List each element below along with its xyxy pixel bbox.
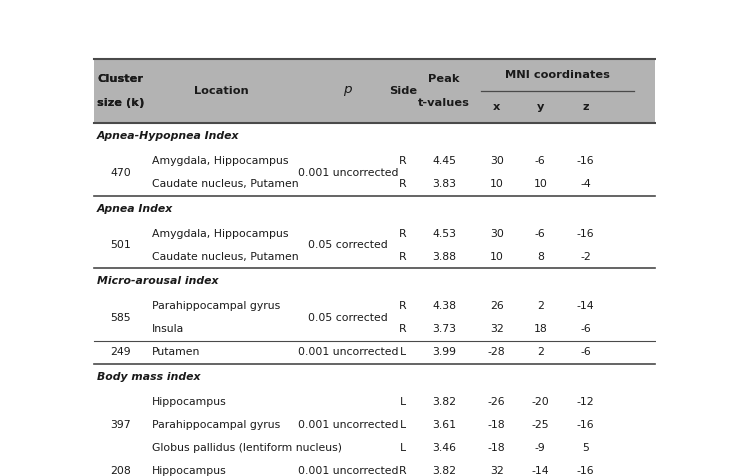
Text: -16: -16 bbox=[577, 156, 594, 166]
Text: -25: -25 bbox=[531, 420, 549, 430]
Text: -16: -16 bbox=[577, 466, 594, 476]
Text: 3.61: 3.61 bbox=[432, 420, 456, 430]
Text: 585: 585 bbox=[110, 313, 130, 323]
Bar bbox=[94, 59, 655, 123]
Text: 18: 18 bbox=[534, 324, 547, 334]
Text: Body mass index: Body mass index bbox=[97, 372, 200, 382]
Text: 8: 8 bbox=[537, 252, 544, 262]
Text: Side: Side bbox=[389, 86, 417, 96]
Text: Amygdala, Hippocampus: Amygdala, Hippocampus bbox=[152, 228, 289, 238]
Text: 26: 26 bbox=[490, 301, 504, 311]
Text: Cluster

size (κ): Cluster size (κ) bbox=[97, 74, 144, 108]
Text: -12: -12 bbox=[577, 397, 594, 407]
Text: -9: -9 bbox=[535, 443, 545, 453]
Text: Hippocampus: Hippocampus bbox=[152, 466, 227, 476]
Text: 3.46: 3.46 bbox=[432, 443, 456, 453]
Text: Amygdala, Hippocampus: Amygdala, Hippocampus bbox=[152, 156, 289, 166]
Text: 32: 32 bbox=[490, 324, 504, 334]
Text: 0.001 uncorrected: 0.001 uncorrected bbox=[298, 420, 399, 430]
Text: -20: -20 bbox=[531, 397, 549, 407]
Text: 3.99: 3.99 bbox=[432, 347, 456, 357]
Text: 3.82: 3.82 bbox=[432, 397, 456, 407]
Text: 2: 2 bbox=[537, 347, 544, 357]
Text: x: x bbox=[493, 102, 501, 112]
Text: -6: -6 bbox=[535, 228, 545, 238]
Text: -18: -18 bbox=[488, 420, 506, 430]
Text: 4.53: 4.53 bbox=[432, 228, 456, 238]
Text: 2: 2 bbox=[537, 301, 544, 311]
Text: 0.001 uncorrected: 0.001 uncorrected bbox=[298, 347, 399, 357]
Text: Caudate nucleus, Putamen: Caudate nucleus, Putamen bbox=[152, 252, 299, 262]
Text: Parahippocampal gyrus: Parahippocampal gyrus bbox=[152, 301, 281, 311]
Text: Apnea Index: Apnea Index bbox=[97, 204, 173, 214]
Text: R: R bbox=[399, 156, 407, 166]
Text: 3.83: 3.83 bbox=[432, 179, 456, 189]
Text: Parahippocampal gyrus: Parahippocampal gyrus bbox=[152, 420, 281, 430]
Text: 0.001 uncorrected: 0.001 uncorrected bbox=[298, 168, 399, 178]
Text: 30: 30 bbox=[490, 228, 504, 238]
Text: 4.38: 4.38 bbox=[432, 301, 456, 311]
Text: 0.05 corrected: 0.05 corrected bbox=[308, 240, 388, 250]
Text: Hippocampus: Hippocampus bbox=[152, 397, 227, 407]
Text: R: R bbox=[399, 228, 407, 238]
Text: -2: -2 bbox=[580, 252, 590, 262]
Text: 249: 249 bbox=[110, 347, 130, 357]
Text: Caudate nucleus, Putamen: Caudate nucleus, Putamen bbox=[152, 179, 299, 189]
Text: -16: -16 bbox=[577, 420, 594, 430]
Text: 208: 208 bbox=[110, 466, 131, 476]
Text: R: R bbox=[399, 301, 407, 311]
Text: 10: 10 bbox=[490, 252, 504, 262]
Text: 397: 397 bbox=[110, 420, 130, 430]
Text: 3.73: 3.73 bbox=[432, 324, 456, 334]
Text: L: L bbox=[400, 397, 406, 407]
Text: -26: -26 bbox=[488, 397, 506, 407]
Text: Putamen: Putamen bbox=[152, 347, 200, 357]
Text: L: L bbox=[400, 443, 406, 453]
Text: R: R bbox=[399, 179, 407, 189]
Text: 3.88: 3.88 bbox=[432, 252, 456, 262]
Text: -6: -6 bbox=[580, 347, 590, 357]
Text: 3.82: 3.82 bbox=[432, 466, 456, 476]
Text: -28: -28 bbox=[488, 347, 506, 357]
Text: 30: 30 bbox=[490, 156, 504, 166]
Text: -4: -4 bbox=[580, 179, 590, 189]
Text: 501: 501 bbox=[110, 240, 131, 250]
Text: Apnea-Hypopnea Index: Apnea-Hypopnea Index bbox=[97, 131, 239, 141]
Text: 10: 10 bbox=[534, 179, 547, 189]
Text: Insula: Insula bbox=[152, 324, 184, 334]
Text: -18: -18 bbox=[488, 443, 506, 453]
Text: Peak

t-values: Peak t-values bbox=[418, 74, 470, 108]
Text: 5: 5 bbox=[582, 443, 589, 453]
Text: R: R bbox=[399, 252, 407, 262]
Text: 32: 32 bbox=[490, 466, 504, 476]
Text: 4.45: 4.45 bbox=[432, 156, 456, 166]
Text: -16: -16 bbox=[577, 228, 594, 238]
Text: z: z bbox=[582, 102, 589, 112]
Text: 470: 470 bbox=[110, 168, 131, 178]
Text: Micro-arousal index: Micro-arousal index bbox=[97, 277, 218, 287]
Text: -14: -14 bbox=[531, 466, 549, 476]
Text: $p$: $p$ bbox=[343, 84, 353, 98]
Text: L: L bbox=[400, 420, 406, 430]
Text: L: L bbox=[400, 347, 406, 357]
Text: Location: Location bbox=[194, 86, 249, 96]
Text: y: y bbox=[537, 102, 544, 112]
Text: Cluster

size (k): Cluster size (k) bbox=[97, 74, 144, 108]
Text: R: R bbox=[399, 324, 407, 334]
Text: MNI coordinates: MNI coordinates bbox=[504, 70, 609, 80]
Text: -14: -14 bbox=[577, 301, 594, 311]
Text: 0.05 corrected: 0.05 corrected bbox=[308, 313, 388, 323]
Text: -6: -6 bbox=[580, 324, 590, 334]
Text: Globus pallidus (lentiform nucleus): Globus pallidus (lentiform nucleus) bbox=[152, 443, 342, 453]
Text: 10: 10 bbox=[490, 179, 504, 189]
Text: -6: -6 bbox=[535, 156, 545, 166]
Text: 0.001 uncorrected: 0.001 uncorrected bbox=[298, 466, 399, 476]
Text: R: R bbox=[399, 466, 407, 476]
